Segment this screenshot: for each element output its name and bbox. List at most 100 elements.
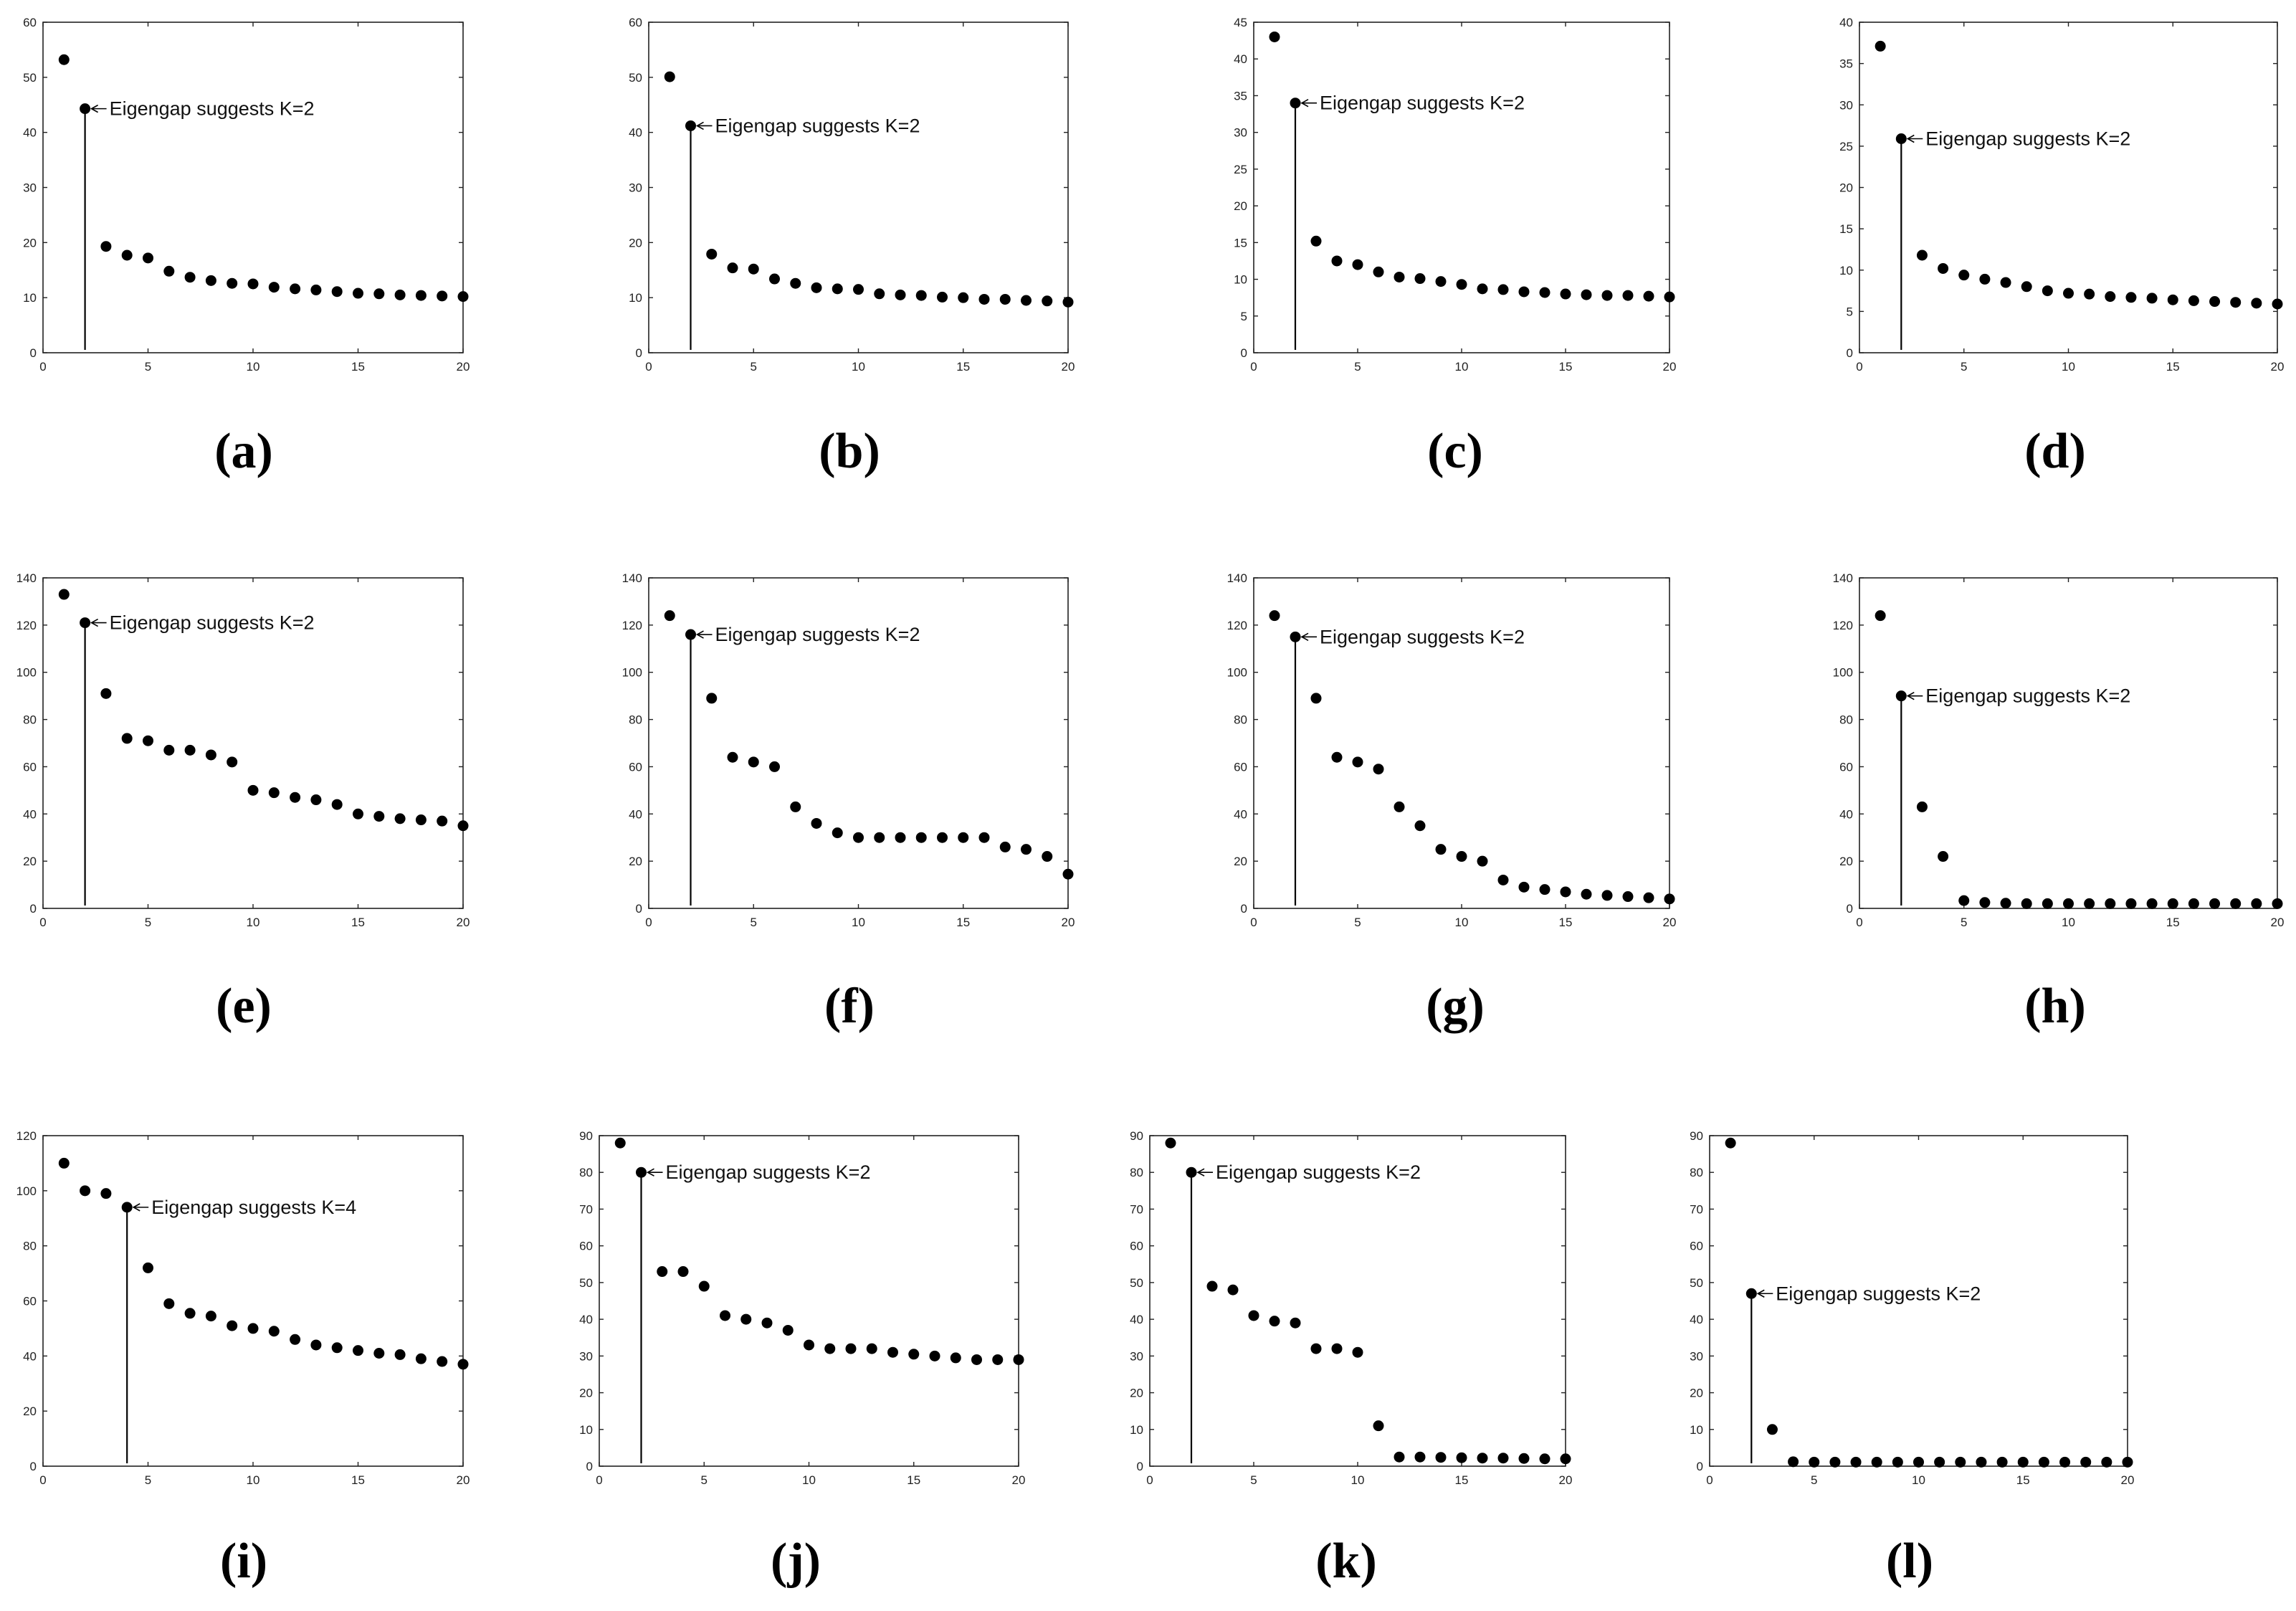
- x-tick-label: 20: [1062, 916, 1075, 929]
- data-point: [1290, 631, 1301, 642]
- chart-panel-11: 0 10 20 30 40 50 60 70 80 90 0 5 10 15 20 Eigengap sugg…: [1130, 1129, 1572, 1589]
- data-point: [1206, 1280, 1218, 1292]
- data-point: [143, 735, 153, 746]
- annotation-text: Eigengap suggests K=2: [1925, 128, 2130, 150]
- chart-panel-10: 0 10 20 30 40 50 60 70 80 90 0 5 10 15 20 Eigengap sugg…: [579, 1129, 1025, 1589]
- x-tick-label: 10: [1912, 1473, 1925, 1487]
- data-point: [143, 1262, 153, 1273]
- y-tick-label: 0: [1137, 1460, 1143, 1473]
- data-point: [1809, 1456, 1820, 1468]
- data-point: [1875, 40, 1886, 52]
- data-point: [457, 820, 469, 832]
- y-tick-label: 20: [1839, 855, 1853, 868]
- annotation-arrow-head: [1300, 632, 1309, 642]
- data-point: [1414, 820, 1426, 832]
- data-point: [1331, 255, 1343, 267]
- y-tick-label: 60: [579, 1240, 593, 1253]
- data-point: [1062, 868, 1074, 880]
- y-tick-label: 45: [1234, 16, 1247, 29]
- data-point: [1062, 296, 1074, 308]
- y-tick-label: 60: [23, 16, 37, 29]
- data-point: [1269, 31, 1280, 42]
- data-point: [1373, 764, 1384, 775]
- x-tick-label: 10: [852, 916, 865, 929]
- data-point: [1539, 1453, 1550, 1465]
- chart-panel-6: 0 20 40 60 80 100 120 140 0 5 10 15 20 Eigengap sugge…: [622, 571, 1075, 1034]
- y-tick-label: 70: [1690, 1202, 1703, 1216]
- annotation-arrow-head: [695, 121, 704, 130]
- y-tick-label: 80: [629, 713, 642, 727]
- annotation-arrow-head: [1300, 98, 1309, 108]
- data-point: [992, 1354, 1004, 1365]
- data-point: [1310, 1343, 1322, 1354]
- y-tick-label: 40: [629, 126, 642, 140]
- data-point: [1892, 1456, 1903, 1468]
- y-tick-label: 40: [579, 1313, 593, 1326]
- data-point: [1560, 1453, 1571, 1465]
- plot-frame: [599, 1135, 1019, 1467]
- plot-frame: [42, 1135, 464, 1467]
- data-point: [310, 284, 322, 295]
- data-point: [2251, 298, 2262, 309]
- y-tick-label: 30: [579, 1349, 593, 1363]
- y-tick-label: 60: [629, 760, 642, 774]
- data-point: [1938, 851, 1949, 862]
- y-tick-label: 60: [1690, 1240, 1703, 1253]
- x-tick-label: 0: [1146, 1473, 1153, 1487]
- data-point: [2209, 296, 2221, 308]
- data-point: [1622, 891, 1634, 903]
- data-point: [1601, 290, 1613, 301]
- y-tick-label: 20: [23, 855, 37, 868]
- x-tick-label: 10: [802, 1473, 816, 1487]
- data-point: [824, 1343, 836, 1354]
- chart-panel-1: 0 10 20 30 40 50 60 0 5 10 15 20 Eigengap suggests K…: [23, 16, 470, 479]
- chart-panel-7: 0 20 40 60 80 100 120 140 0 5 10 15 20 Eigengap sugge…: [1227, 571, 1677, 1034]
- data-point: [1352, 1346, 1363, 1358]
- y-tick-label: 0: [636, 346, 642, 360]
- data-point: [457, 1359, 469, 1370]
- data-point: [978, 832, 990, 843]
- data-point: [706, 248, 718, 260]
- y-tick-label: 100: [16, 666, 37, 680]
- data-point: [978, 293, 990, 305]
- data-point: [664, 71, 675, 82]
- annotation-arrow-head: [646, 1168, 654, 1177]
- data-point: [1414, 1451, 1426, 1463]
- annotation-text: Eigengap suggests K=2: [110, 98, 315, 120]
- x-tick-label: 20: [2271, 916, 2285, 929]
- data-point: [394, 1349, 406, 1360]
- data-point: [782, 1324, 794, 1336]
- y-tick-label: 15: [1839, 222, 1853, 236]
- data-point: [1477, 855, 1488, 867]
- y-tick-label: 90: [579, 1129, 593, 1143]
- data-point: [205, 1311, 216, 1322]
- data-point: [437, 1356, 448, 1367]
- data-point: [804, 1339, 814, 1351]
- panel-caption: (e): [216, 979, 272, 1034]
- x-tick-label: 15: [956, 360, 970, 374]
- data-point: [1394, 1451, 1405, 1463]
- data-point: [184, 744, 196, 756]
- data-point: [769, 761, 780, 772]
- data-point: [1352, 259, 1363, 270]
- data-point: [1875, 610, 1886, 622]
- annotation-arrow-head: [90, 104, 98, 113]
- y-tick-label: 70: [1130, 1202, 1143, 1216]
- y-tick-label: 20: [1234, 199, 1247, 213]
- data-point: [1560, 288, 1571, 300]
- data-point: [1269, 610, 1280, 622]
- data-point: [874, 288, 885, 300]
- annotation-arrow-head: [90, 618, 98, 627]
- data-point: [80, 103, 91, 115]
- data-point: [2000, 898, 2011, 909]
- data-point: [1725, 1137, 1736, 1149]
- y-tick-label: 70: [579, 1202, 593, 1216]
- data-point: [1331, 1343, 1343, 1354]
- y-tick-label: 60: [629, 16, 642, 29]
- data-point: [121, 1202, 133, 1213]
- x-tick-label: 20: [1663, 916, 1677, 929]
- x-tick-label: 15: [2016, 1473, 2030, 1487]
- panel-caption: (j): [771, 1534, 821, 1589]
- data-point: [636, 1166, 647, 1178]
- data-point: [268, 1326, 280, 1337]
